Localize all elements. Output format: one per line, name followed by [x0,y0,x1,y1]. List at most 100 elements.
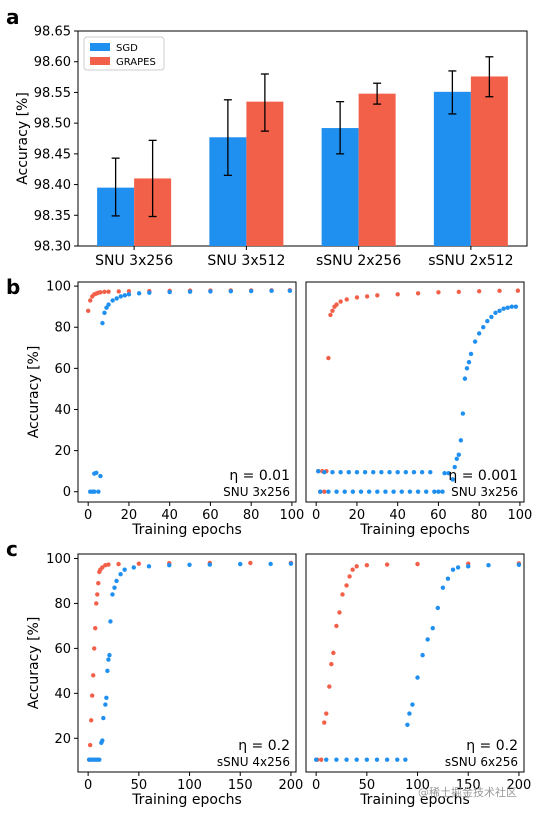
point-grapes [384,562,390,567]
point-sgd [131,565,136,570]
point-sgd [497,308,502,313]
plot-frame [305,281,525,503]
x-tick-label: SNU 3x256 [95,253,173,269]
panel-letter-b: b [6,275,20,299]
point-sgd [187,289,193,294]
x-tick-label: 20 [349,508,366,523]
y-tick-label: 20 [54,732,71,747]
point-grapes [98,290,103,295]
point-sgd [440,489,445,494]
point-grapes [327,684,332,689]
point-sgd [445,576,451,581]
point-sgd [456,452,462,457]
point-grapes [344,583,349,588]
point-sgd [313,757,319,762]
point-sgd [108,619,113,624]
y-tick-label: 0 [63,485,71,500]
plot-frame [305,553,525,773]
point-grapes [95,592,100,597]
y-axis-label: Accuracy [%] [26,346,42,439]
point-grapes [328,312,333,318]
point-grapes [319,757,324,762]
x-tick-label: 40 [161,508,178,523]
point-sgd [513,304,519,309]
point-sgd [287,288,293,294]
point-sgd [395,757,400,762]
x-tick-label: 0 [84,508,92,523]
plot-frame [77,281,297,503]
x-tick-label: 100 [280,508,305,523]
point-grapes [88,298,93,303]
point-sgd [407,489,413,494]
point-sgd [106,657,111,662]
point-sgd [485,318,490,324]
x-tick-label: 150 [228,778,253,793]
point-grapes [322,720,327,725]
point-sgd [268,561,273,567]
point-sgd [436,489,441,494]
y-tick-label: 98.60 [34,55,71,70]
point-grapes [334,623,339,629]
point-sgd [338,469,343,475]
point-grapes [364,294,370,299]
point-sgd [419,469,425,475]
point-grapes [106,562,111,567]
point-grapes [354,564,359,569]
point-sgd [110,592,115,597]
point-grapes [340,592,345,597]
point-sgd [101,715,106,721]
point-sgd [379,469,384,475]
scatter-chart-b-left: 0 20 40 60 80 100 0 20 40 60 80 100 Accuracy [%] Trai… [26,280,304,538]
point-sgd [326,489,331,494]
point-sgd [391,489,396,494]
point-sgd [442,471,447,476]
point-sgd [466,564,471,569]
point-sgd [354,469,360,475]
y-tick-label: 40 [54,687,71,702]
point-sgd [167,289,172,295]
y-axis-label: Accuracy [%] [15,92,31,185]
point-sgd [94,470,99,476]
point-sgd [371,469,376,475]
y-tick-label: 100 [46,280,71,295]
x-tick-label: 60 [202,508,219,523]
point-sgd [187,562,192,567]
point-sgd [228,289,234,294]
x-tick-label: sSNU 2x512 [428,253,513,269]
y-tick-label: 80 [54,321,71,336]
eta-annotation: η = 0.2 [238,738,290,754]
point-sgd [455,565,461,570]
point-sgd [208,289,213,294]
plot-frame [77,30,528,247]
point-sgd [374,757,380,762]
point-sgd [342,489,347,494]
point-grapes [136,561,142,566]
x-tick-label: 40 [389,508,406,523]
point-sgd [112,585,117,590]
point-sgd [104,695,109,701]
point-grapes [456,289,462,295]
point-sgd [505,305,510,310]
point-sgd [346,469,351,475]
point-sgd [462,376,468,381]
point-sgd [114,296,119,301]
eta-annotation: η = 0.001 [448,468,518,484]
x-tick-label: 80 [243,508,260,523]
y-tick-label: 98.65 [34,25,71,40]
point-sgd [269,288,274,294]
point-grapes [100,565,105,570]
point-grapes [476,289,482,294]
x-tick-label: 0 [312,508,320,523]
point-grapes [334,302,339,307]
point-grapes [91,673,96,678]
point-sgd [100,320,105,326]
point-sgd [350,489,356,494]
point-sgd [516,562,522,567]
point-sgd [110,298,115,303]
point-grapes [497,288,502,294]
point-sgd [458,438,464,443]
x-tick-label: 50 [131,778,148,793]
x-tick-label: 150 [456,778,481,793]
point-grapes [415,561,420,567]
plot-frame [77,553,297,773]
